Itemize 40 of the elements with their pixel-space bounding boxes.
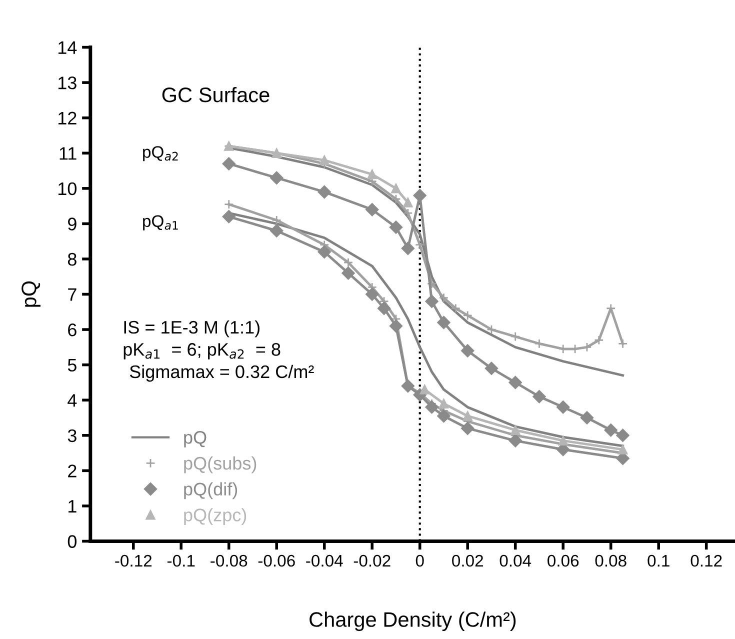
legend-label: pQ(subs): [184, 456, 256, 474]
annotation: pQ$_{a1}$: [143, 215, 178, 230]
y-tick-label: 8: [68, 252, 76, 266]
y-tick-label: 7: [68, 288, 76, 301]
y-tick-label: 13: [58, 76, 76, 90]
x-tick-label: -0.12: [115, 554, 152, 567]
y-tick-label: 10: [58, 182, 77, 196]
x-tick-label: -0.04: [306, 554, 343, 567]
x-tick-label: -0.08: [210, 554, 248, 567]
annotation: Sigmamax = 0.32 C/m²: [130, 364, 314, 382]
x-tick-label: 0.04: [500, 554, 532, 567]
y-tick-label: 9: [68, 218, 76, 230]
y-axis-title: pQ: [22, 281, 40, 307]
x-tick-label: 0.02: [452, 554, 483, 567]
x-tick-label: 0.12: [690, 554, 722, 567]
annotation: pQ$_{a2}$: [143, 146, 178, 162]
legend-label: pQ(dif): [184, 482, 238, 500]
y-tick-label: 2: [68, 464, 76, 478]
annotation: GC Surface: [162, 86, 270, 102]
x-tick-label: 0: [416, 554, 424, 567]
y-tick-label: 4: [68, 394, 77, 407]
x-tick-label: -0.02: [354, 554, 390, 567]
y-tick-label: 5: [68, 358, 76, 372]
y-tick-label: 6: [68, 323, 76, 336]
y-tick-label: 0: [68, 535, 77, 548]
x-tick-label: -0.1: [168, 554, 195, 567]
legend-label: pQ(zpc): [184, 508, 246, 525]
y-tick-label: 12: [58, 112, 76, 124]
x-tick-label: 0.06: [548, 554, 579, 567]
annotation: IS = 1E-3 M (1:1): [124, 320, 260, 338]
y-tick-label: 11: [60, 147, 76, 160]
x-tick-label: 0.08: [595, 554, 626, 567]
annotation: pK$_{a1}$ = 6; pK$_{a2}$ = 8: [124, 343, 280, 360]
x-tick-label: -0.06: [258, 554, 295, 567]
x-tick-label: 0.1: [648, 554, 670, 567]
legend-label: pQ: [184, 431, 206, 448]
x-axis-title: Charge Density (C/m²): [310, 612, 516, 632]
y-tick-label: 14: [58, 41, 77, 54]
y-tick-label: 1: [68, 500, 76, 512]
y-tick-label: 3: [68, 429, 76, 442]
